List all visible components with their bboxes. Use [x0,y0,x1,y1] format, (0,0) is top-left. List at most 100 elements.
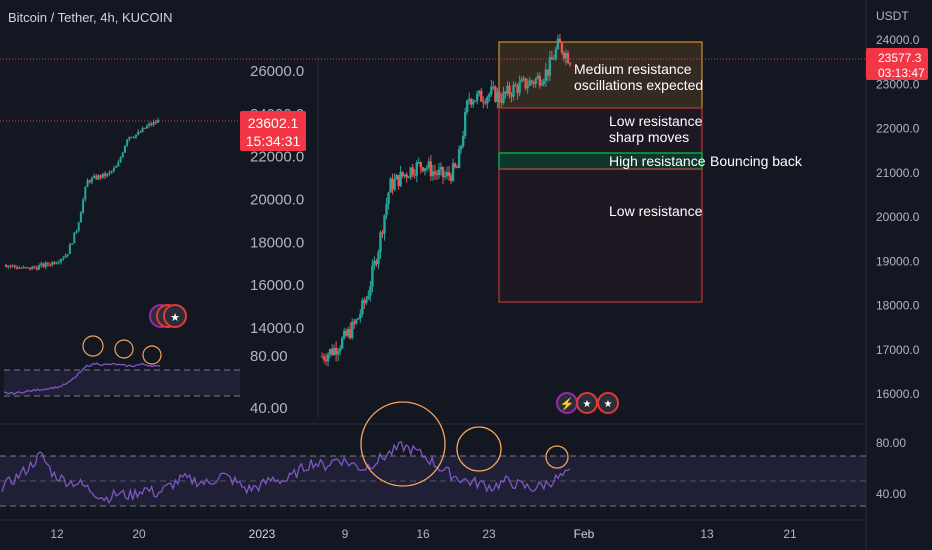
rsi-line [1,441,571,505]
candle-body [338,348,342,352]
candle-body [411,167,414,175]
symbol-title: Bitcoin / Tether, 4h, KUCOIN [8,10,173,25]
inset-price-tick: 18000.0 [250,234,304,251]
candle-body [355,319,358,324]
inset-price-tick: 26000.0 [250,63,304,80]
inset-candle-body [143,127,146,129]
inset-candle-body [57,261,60,263]
candle-body [399,171,402,187]
candle-body [518,82,521,94]
candle-body [429,161,433,177]
inset-candle-body [141,127,144,133]
candle-body [492,86,495,88]
price-tick: 19000.0 [876,254,920,268]
candle-body [476,93,479,101]
candle-body [550,57,554,60]
inset-candle-body [29,267,32,270]
candle-body [351,321,354,338]
inset-candle-body [148,123,151,126]
candle-body [425,167,429,169]
candle-body [490,86,493,94]
zones [498,41,703,303]
inset-candle-body [42,263,45,268]
candle-body [542,80,545,84]
countdown-value: 03:13:47 [878,66,925,80]
inset-candle-body [31,266,34,270]
candle-body [387,192,390,204]
candle-body [322,356,326,360]
inset-candle-body [95,175,98,180]
time-label: Feb [574,527,595,541]
candle-body [480,90,483,102]
candle-body [397,174,400,187]
inset-candle-body [9,265,12,267]
candle-body [385,203,388,216]
main-candles [320,33,572,367]
inset-candle-body [117,162,120,167]
price-tick: 24000.0 [876,33,920,47]
inset-price-tick: 20000.0 [250,192,304,209]
candle-body [520,79,523,83]
lightning-glyph-icon: ⚡ [560,397,575,411]
price-tick: 21000.0 [876,166,920,180]
candle-body [367,295,370,300]
time-axis[interactable]: 12 20 2023 9 16 23 Feb 13 21 [50,527,797,541]
candle-body [336,351,340,355]
candle-body [377,252,380,265]
inset-candle-body [27,267,30,269]
rsi-tick-80: 80.00 [876,436,906,450]
candle-body [342,330,346,339]
candle-body [486,97,489,104]
candle-body [556,38,560,49]
candle-body [560,42,564,53]
candle-body [514,84,517,87]
flag-star-icon-1: ★ [583,399,592,410]
inset-circle-2 [114,339,134,359]
inset-candle-body [68,244,71,254]
candle-body [391,178,394,190]
candle-body [540,83,543,86]
candle-body [506,85,509,94]
candle-body [357,318,360,320]
candle-body [532,82,535,85]
rsi-tick-40: 40.00 [876,487,906,501]
candle-body [383,215,386,234]
candle-body [558,38,562,43]
candle-body [407,177,410,179]
inset-candle-body [64,255,67,258]
candle-body [544,69,548,81]
inset-price-tick: 14000.0 [250,320,304,337]
inset-candle-body [38,265,41,270]
candle-body [361,300,364,315]
candle-body [568,63,572,65]
currency-label: USDT [876,9,909,23]
inset-background [0,0,318,418]
candle-body [443,175,447,177]
time-label: 2023 [249,527,276,541]
candle-body [439,166,443,170]
inset-candle-body [145,125,148,129]
inset-candle-body [119,157,122,163]
candle-body [369,286,372,296]
candle-body [566,53,570,64]
candle-body [353,321,356,324]
inset-candle-body [40,263,43,266]
time-label: 12 [50,527,64,541]
us-flag-icon-2[interactable] [597,392,619,414]
time-label: 20 [132,527,146,541]
inset-rsi-tick-80: 80.00 [250,348,288,365]
candle-body [409,167,412,178]
candle-body [403,174,406,176]
candle-body [427,161,431,168]
inset-candle-body [51,261,54,266]
inset-candle-body [97,175,100,180]
event-icons[interactable]: ⚡ ★ ★ [556,392,619,414]
inset-candle-body [112,167,115,171]
inset-candle-body [7,265,10,268]
price-axis[interactable]: USDT 24000.0 23000.0 22000.0 21000.0 20000.0… [866,9,928,401]
candle-body [467,98,471,101]
inset-price-tick: 16000.0 [250,277,304,294]
candle-body [405,174,408,178]
inset-candle-body [79,212,82,223]
